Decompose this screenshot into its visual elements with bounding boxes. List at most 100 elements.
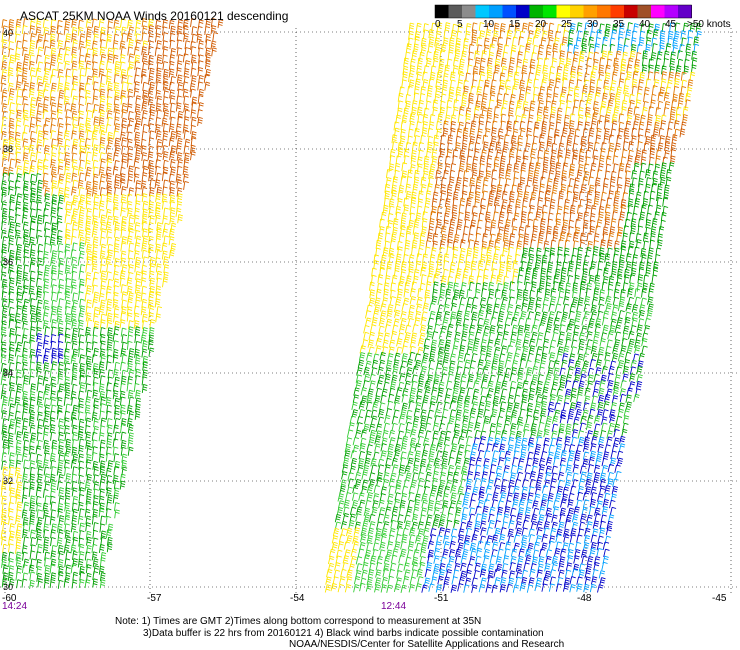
wind-barb	[571, 513, 579, 523]
wind-barb	[51, 305, 57, 315]
wind-barb	[30, 257, 36, 267]
wind-barb	[99, 152, 106, 162]
wind-barb	[155, 285, 162, 295]
wind-barb	[387, 493, 394, 502]
wind-barb	[57, 68, 64, 79]
wind-barb	[650, 51, 657, 61]
wind-barb	[526, 177, 533, 187]
wind-barb	[1, 495, 7, 505]
wind-barb	[183, 75, 190, 85]
wind-barb	[404, 332, 411, 341]
wind-barb	[628, 141, 634, 151]
wind-barb	[452, 191, 459, 201]
wind-barb	[451, 204, 458, 214]
wind-barb	[113, 410, 120, 420]
wind-barb	[516, 471, 524, 481]
wind-barb	[29, 340, 36, 350]
wind-barb	[471, 22, 478, 32]
wind-barb	[120, 186, 127, 196]
wind-barb	[135, 110, 141, 120]
wind-barb	[380, 310, 387, 319]
wind-barb	[58, 47, 65, 57]
wind-barb	[576, 71, 583, 81]
wind-barb	[344, 450, 351, 459]
wind-barb	[469, 456, 476, 466]
wind-barb	[543, 149, 550, 159]
wind-barb	[465, 23, 472, 33]
wind-barb	[28, 285, 35, 295]
wind-barb	[475, 457, 482, 466]
wind-barb	[565, 514, 572, 523]
wind-barb	[155, 19, 161, 29]
wind-barb	[100, 214, 106, 224]
wind-barb	[594, 184, 601, 194]
wind-barb	[436, 211, 443, 221]
wind-barb	[142, 60, 149, 70]
wind-barb	[616, 134, 622, 144]
wind-barb	[112, 474, 119, 485]
wind-barb	[121, 453, 128, 463]
wind-barb	[435, 176, 442, 186]
wind-barb	[539, 86, 546, 96]
wind-barb	[371, 359, 379, 369]
wind-barb	[400, 261, 407, 271]
wind-barb	[485, 120, 491, 130]
wind-barb	[443, 401, 450, 411]
wind-barb	[650, 134, 657, 144]
wind-barb	[548, 535, 556, 544]
wind-barb	[618, 261, 625, 271]
wind-barb	[442, 37, 449, 47]
wind-barb	[508, 246, 514, 256]
wind-barb	[583, 303, 590, 312]
wind-barb	[71, 33, 77, 43]
wind-barb	[401, 303, 408, 312]
wind-barb	[64, 362, 71, 372]
wind-barb	[669, 65, 675, 76]
wind-barb	[36, 529, 42, 539]
wind-barb	[434, 367, 441, 376]
wind-barb	[141, 193, 148, 203]
wind-barb	[540, 499, 547, 509]
wind-barb	[120, 375, 127, 385]
wind-barb	[416, 156, 423, 166]
wind-barb	[509, 289, 515, 299]
wind-barb	[662, 156, 668, 166]
wind-barb	[182, 19, 189, 29]
wind-barb	[582, 219, 589, 229]
wind-barb	[141, 313, 148, 323]
wind-barb	[170, 222, 177, 232]
wind-barb	[43, 523, 49, 533]
wind-barb	[113, 424, 119, 434]
wind-barb	[58, 361, 64, 371]
wind-barb	[540, 37, 547, 47]
wind-barb	[527, 492, 534, 501]
wind-barb	[8, 145, 15, 155]
wind-barb	[599, 520, 606, 530]
wind-barb	[43, 46, 50, 56]
wind-barb	[64, 60, 70, 70]
wind-barb	[36, 194, 42, 204]
wind-barb	[35, 67, 42, 77]
wind-barb	[438, 519, 445, 529]
wind-barb	[57, 375, 64, 385]
wind-barb	[51, 326, 57, 336]
wind-barb	[415, 535, 422, 544]
wind-barb	[99, 488, 105, 498]
wind-barb	[663, 191, 669, 201]
wind-barb	[2, 236, 8, 246]
wind-barb	[519, 30, 526, 40]
wind-barb	[120, 46, 127, 56]
wind-barb	[44, 557, 50, 567]
wind-barb	[535, 479, 542, 489]
wind-barb	[141, 264, 147, 274]
wind-barb	[385, 267, 392, 277]
wind-barb	[535, 338, 543, 347]
wind-barb	[663, 92, 670, 102]
wind-barb	[397, 191, 404, 201]
wind-barb	[93, 481, 100, 491]
wind-barb	[487, 57, 493, 67]
wind-barb	[15, 515, 21, 525]
wind-barb	[72, 404, 79, 414]
wind-barb	[417, 288, 424, 298]
wind-barb	[599, 472, 607, 481]
